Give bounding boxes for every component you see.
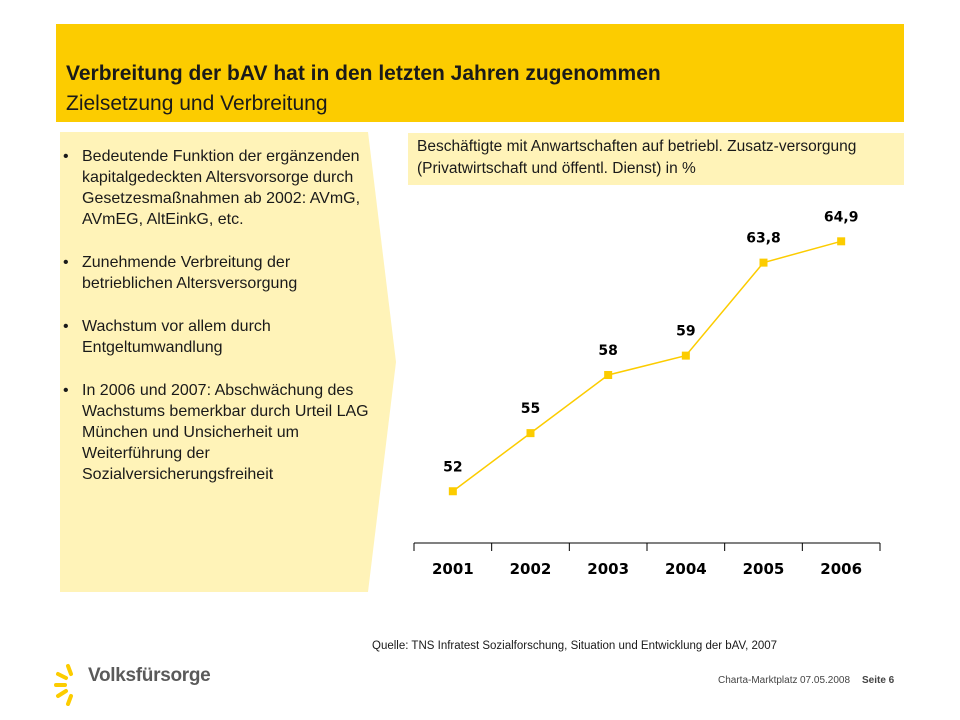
bullet-dot-icon: • [63,254,69,271]
x-tick-label: 2004 [665,560,707,578]
chart-caption-box: Beschäftigte mit Anwartschaften auf betr… [408,133,904,185]
data-label: 63,8 [746,231,781,247]
x-tick-label: 2001 [432,560,474,578]
data-label: 58 [598,343,617,359]
page-number: Seite 6 [862,675,895,686]
bullet-text: In 2006 und 2007: Abschwächung des Wachs… [82,382,369,483]
footer-company: Charta-Marktplatz [718,675,798,686]
footer-date: 07.05.2008 [800,675,851,686]
bullet-item: • Bedeutende Funktion der ergänzenden ka… [60,146,370,230]
bullet-dot-icon: • [63,382,69,399]
x-tick-label: 2002 [510,560,552,578]
bullet-item: • Wachstum vor allem durch Entgeltumwand… [60,316,370,358]
x-tick-label: 2003 [587,560,629,578]
series-line [452,240,842,492]
data-label: 64,9 [824,209,859,225]
bullet-text: Zunehmende Verbreitung der betrieblichen… [82,254,298,292]
data-label: 52 [443,459,462,475]
title-bar: Verbreitung der bAV hat in den letzten J… [56,24,904,122]
bullet-text: Bedeutende Funktion der ergänzenden kapi… [82,148,361,228]
bullet-panel: • Bedeutende Funktion der ergänzenden ka… [60,132,398,592]
bullet-dot-icon: • [63,318,69,335]
line-chart: 2001 2002 2003 2004 2005 2006 52 55 58 59 63,8 64,9 [413,209,881,578]
data-label: 55 [521,401,540,417]
bullet-item: • In 2006 und 2007: Abschwächung des Wac… [60,380,370,485]
logo-wordmark: Volksfürsorge [88,665,211,686]
page-subtitle: Zielsetzung und Verbreitung [66,92,328,115]
data-label: 59 [676,324,695,340]
arrow-panel-shape [60,132,396,592]
chart-caption: Beschäftigte mit Anwartschaften auf betr… [417,138,857,177]
page-title: Verbreitung der bAV hat in den letzten J… [66,62,661,85]
data-point-marker [681,351,690,360]
bullet-dot-icon: • [63,148,69,165]
source-note: Quelle: TNS Infratest Sozialforschung, S… [372,640,778,652]
data-point-marker [526,429,535,438]
bullet-item: • Zunehmende Verbreitung der betrieblich… [60,252,370,294]
data-point-marker [837,237,846,246]
data-point-marker [448,487,457,496]
data-point-marker [604,371,613,379]
x-tick-label: 2005 [743,560,785,578]
bullet-text: Wachstum vor allem durch Entgeltumwandlu… [82,318,271,356]
sunburst-logo-icon [54,664,73,706]
x-tick-label: 2006 [820,560,862,578]
bullet-list: • Bedeutende Funktion der ergänzenden ka… [60,146,370,507]
data-point-marker [759,258,768,267]
